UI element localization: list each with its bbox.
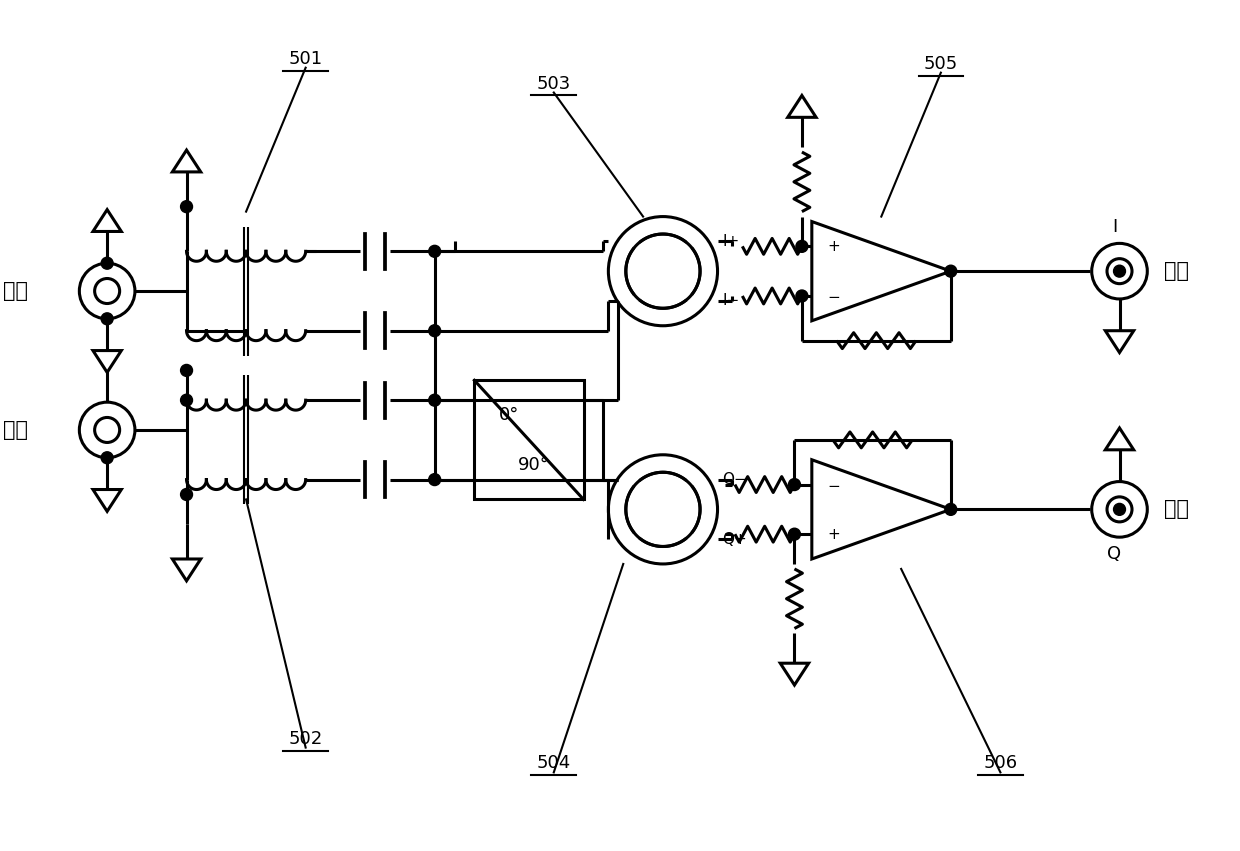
Text: 505: 505 bbox=[924, 54, 959, 72]
Circle shape bbox=[796, 240, 807, 252]
Text: Q+: Q+ bbox=[723, 532, 748, 546]
Text: 501: 501 bbox=[289, 49, 322, 68]
Circle shape bbox=[796, 290, 807, 302]
Text: I: I bbox=[1112, 218, 1117, 236]
Circle shape bbox=[789, 528, 800, 540]
Text: 502: 502 bbox=[289, 729, 322, 747]
Text: Q: Q bbox=[1107, 545, 1122, 563]
Text: 506: 506 bbox=[983, 754, 1018, 773]
Bar bbox=[475, 380, 584, 500]
Circle shape bbox=[945, 266, 957, 277]
Text: $+$: $+$ bbox=[827, 239, 839, 254]
Circle shape bbox=[181, 394, 192, 406]
Text: $+$: $+$ bbox=[827, 527, 839, 542]
Circle shape bbox=[1114, 504, 1126, 516]
Circle shape bbox=[945, 504, 957, 516]
Circle shape bbox=[181, 488, 192, 500]
Text: 504: 504 bbox=[537, 754, 570, 773]
Text: 本振: 本振 bbox=[2, 420, 27, 440]
Text: 射频: 射频 bbox=[2, 281, 27, 301]
Circle shape bbox=[789, 478, 800, 490]
Circle shape bbox=[181, 364, 192, 376]
Text: $-$: $-$ bbox=[827, 288, 839, 304]
Circle shape bbox=[102, 313, 113, 325]
Circle shape bbox=[102, 257, 113, 269]
Text: I+: I+ bbox=[723, 234, 740, 248]
Text: 90°: 90° bbox=[518, 455, 549, 474]
Circle shape bbox=[429, 325, 440, 337]
Text: I−: I− bbox=[723, 294, 740, 308]
Circle shape bbox=[1114, 266, 1126, 277]
Circle shape bbox=[102, 452, 113, 464]
Text: Q−: Q− bbox=[723, 472, 748, 487]
Circle shape bbox=[429, 245, 440, 257]
Text: 0°: 0° bbox=[498, 406, 520, 424]
Text: $-$: $-$ bbox=[827, 477, 839, 492]
Text: 503: 503 bbox=[537, 75, 570, 93]
Circle shape bbox=[429, 474, 440, 486]
Circle shape bbox=[429, 394, 440, 406]
Text: 中频: 中频 bbox=[1164, 261, 1189, 281]
Circle shape bbox=[181, 201, 192, 213]
Text: 中频: 中频 bbox=[1164, 500, 1189, 519]
